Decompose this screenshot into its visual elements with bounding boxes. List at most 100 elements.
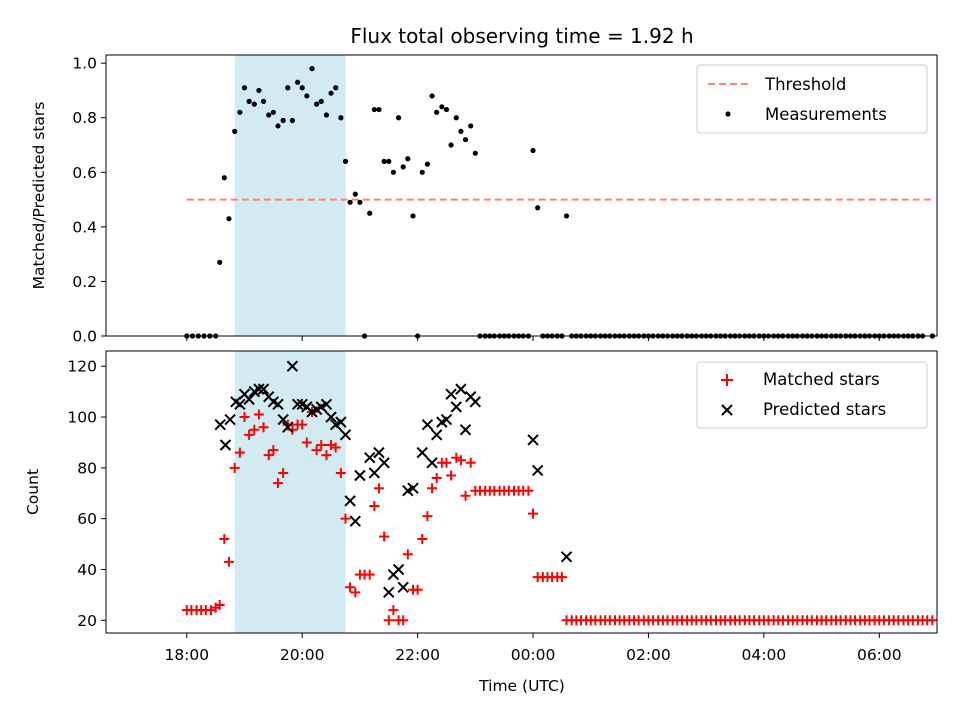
figure-title: Flux total observing time = 1.92 h — [350, 24, 693, 48]
matched-star-marker — [234, 447, 245, 458]
matched-star-marker — [412, 584, 423, 595]
measurement-point — [241, 85, 248, 91]
measurement-point — [294, 79, 301, 85]
measurement-point — [367, 210, 373, 216]
measurement-point — [314, 101, 320, 107]
matched-star-marker — [239, 412, 250, 423]
ratio-y-tick-label: 0.6 — [72, 164, 97, 182]
predicted-star-marker — [291, 398, 304, 411]
x-axis-label: Time (UTC) — [478, 677, 565, 695]
measurement-point — [270, 109, 276, 115]
ratio-y-axis-label: Matched/Predicted stars — [30, 102, 48, 290]
predicted-star-marker — [378, 457, 390, 469]
predicted-star-marker — [527, 434, 539, 446]
measurement-point — [453, 115, 459, 121]
matched-star-marker — [383, 615, 394, 626]
measurement-point — [338, 115, 344, 121]
matched-star-marker — [431, 473, 442, 484]
matched-star-marker — [249, 424, 260, 435]
measurement-point — [419, 169, 425, 175]
measurement-point — [448, 142, 454, 148]
matched-star-marker — [398, 615, 409, 626]
measurement-point — [232, 128, 238, 134]
matched-star-marker — [311, 445, 322, 456]
measurement-point — [251, 101, 257, 107]
measurement-point — [280, 117, 286, 124]
ratio-panel: 0.0 0.2 0.4 0.6 0.8 1.0 Matched/Predicted sta… — [30, 54, 938, 346]
count-legend: Matched stars Predicted stars — [696, 361, 928, 429]
measurement-point — [333, 85, 339, 91]
predicted-star-marker — [272, 398, 284, 411]
predicted-star-marker — [455, 383, 467, 395]
matched-star-marker — [369, 500, 380, 511]
measurement-point — [285, 85, 291, 91]
matched-star-marker — [528, 508, 539, 519]
measurement-point — [468, 123, 474, 129]
predicted-star-marker — [286, 360, 299, 372]
measurement-point — [390, 169, 396, 175]
legend-measurements-swatch — [725, 111, 731, 117]
legend-predicted-label: Predicted stars — [763, 400, 886, 419]
matched-star-marker — [297, 419, 308, 430]
count-y-axis-label: Count — [24, 469, 42, 515]
predicted-star-marker — [224, 413, 236, 426]
predicted-stars-points — [214, 360, 573, 599]
measurement-point — [386, 158, 392, 164]
predicted-star-marker — [253, 383, 265, 395]
ratio-y-tick-label: 0.8 — [72, 109, 97, 127]
measurement-point — [458, 128, 464, 134]
predicted-star-marker — [325, 411, 337, 423]
predicted-star-marker — [469, 396, 482, 408]
predicted-star-marker — [397, 581, 409, 593]
ratio-x-axis-ticks — [186, 336, 880, 341]
measurement-point — [395, 115, 402, 121]
predicted-star-marker — [421, 418, 434, 431]
count-y-tick-label: 20 — [77, 612, 97, 630]
predicted-star-marker — [339, 429, 352, 441]
matched-star-marker — [229, 462, 240, 473]
matched-star-marker — [321, 450, 332, 461]
measurement-point — [217, 259, 223, 265]
measurement-point — [472, 150, 478, 156]
matched-star-marker — [350, 587, 361, 598]
predicted-star-marker — [416, 446, 428, 459]
measurement-point — [342, 158, 349, 164]
matched-stars-points — [181, 406, 938, 626]
measurement-point — [226, 216, 232, 222]
predicted-star-marker — [354, 469, 366, 482]
predicted-star-marker — [219, 439, 232, 451]
predicted-star-marker — [320, 398, 333, 411]
matched-star-marker — [263, 450, 274, 461]
predicted-star-marker — [335, 416, 347, 428]
ratio-y-tick-label: 0.4 — [72, 218, 97, 236]
legend-predicted-swatch — [721, 404, 733, 416]
matched-star-marker — [427, 483, 438, 494]
predicted-star-marker — [368, 467, 381, 479]
measurement-point — [535, 205, 541, 211]
matched-star-marker — [373, 483, 384, 494]
matched-star-marker — [556, 572, 567, 583]
predicted-star-marker — [349, 515, 362, 527]
measurement-point — [405, 156, 411, 162]
matched-star-marker — [301, 437, 312, 448]
matched-star-marker — [268, 445, 279, 456]
measurement-point — [381, 158, 387, 164]
measurement-point — [400, 164, 406, 170]
matched-star-marker — [345, 582, 356, 593]
count-y-axis-ticks: 20 40 60 80 100 120 — [67, 358, 106, 630]
ratio-legend-box — [696, 64, 928, 134]
measurement-point — [256, 87, 262, 94]
measurement-point — [221, 175, 227, 181]
predicted-star-marker — [214, 418, 226, 431]
x-tick-label: 20:00 — [280, 646, 325, 664]
matched-star-marker — [223, 556, 234, 567]
legend-threshold-label: Threshold — [764, 75, 846, 94]
measurement-point — [530, 147, 536, 154]
predicted-star-marker — [445, 388, 457, 400]
matched-star-marker — [379, 531, 390, 542]
matched-star-marker — [402, 549, 413, 560]
measurement-point — [563, 213, 570, 219]
count-y-tick-label: 120 — [67, 358, 97, 376]
predicted-star-marker — [430, 429, 443, 441]
matched-star-marker — [335, 467, 346, 478]
